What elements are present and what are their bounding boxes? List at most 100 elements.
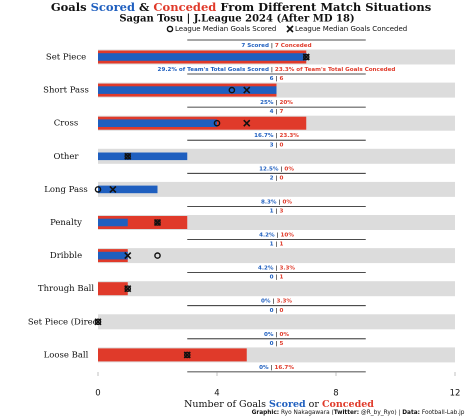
subtitle: Sagan Tosu | J.League 2024 (After MD 18) [119,14,354,25]
separator: | [274,175,280,181]
scored-count: 0 [270,340,274,346]
separator: | [274,265,280,271]
scored-count: 0 [270,274,274,280]
median-marker [124,252,132,260]
bar-scored [98,152,188,161]
share-label: 29.2% of Team's Total Goals Scored | 23.… [158,67,396,73]
scored-share: 0% [261,298,271,304]
median-marker [154,219,161,226]
scored-count: 4 [270,109,274,115]
scored-share: 0% [259,364,269,370]
category-label: Long Pass [44,185,88,195]
separator: | [275,232,281,238]
median-marker [124,285,132,293]
share-label: 4.2% | 10% [259,232,294,238]
title-part: Goals [51,0,91,14]
scored-share: 8.3% [261,199,277,205]
category-label: Set Piece (Direct) [28,316,104,327]
separator: | [274,274,280,280]
count-label: 2 | 0 [270,175,284,181]
median-marker [109,185,117,193]
conceded-share: 10% [281,232,295,238]
conceded-count: 0 [279,142,283,148]
bar-scored [98,53,307,61]
category-label: Set Piece [46,53,86,63]
conceded-count: 0 [279,175,283,181]
conceded-share: 20% [279,100,293,106]
scored-share: 29.2% of Team's Total Goals Scored [158,67,269,73]
bar-conceded [98,348,247,362]
category-label: Penalty [50,218,82,228]
median-marker [154,252,161,259]
axis-title-part: Scored [269,399,306,410]
bar-scored [98,218,128,227]
conceded-count: 0 [279,307,283,313]
background-bar [98,181,455,197]
legend-label: League Median Goals Scored [175,25,276,33]
category-label: Other [54,152,80,162]
separator: | [274,307,280,313]
median-marker [228,86,236,94]
x-tick-label: 12 [450,389,461,399]
scored-count: 0 [270,307,274,313]
category-label: Through Ball [38,284,94,294]
x-tick-label: 8 [333,389,338,399]
separator: | [271,298,277,304]
footer-part: Ryo Nakagawara ( [279,410,334,416]
separator: | [274,241,280,247]
x-axis-title: Number of Goals Scored or Conceded [169,399,383,410]
conceded-share: 16.7% [275,364,295,370]
axis-title-part: Conceded [322,399,374,410]
separator: | [274,133,280,139]
conceded-count: 5 [279,340,283,346]
median-marker [124,152,132,160]
scored-share: 16.7% [254,133,274,139]
median-marker [302,53,310,61]
category-label: Loose Ball [44,350,89,360]
median-marker [243,119,251,127]
scored-count: 1 [270,208,274,214]
conceded-share: 3.3% [279,265,295,271]
background-bar [98,248,455,264]
share-label: 0% | 16.7% [259,364,294,370]
median-marker [124,152,132,160]
separator: | [277,199,283,205]
median-marker [302,53,310,61]
axis-title-part: or [306,399,322,410]
bar-scored [98,251,128,260]
median-marker [183,351,191,359]
median-marker [124,285,132,293]
scored-count: 6 [270,76,274,82]
share-label: 8.3% | 0% [261,199,292,205]
background-bar [98,314,455,330]
share-label: 25% | 20% [260,100,293,106]
median-marker [153,218,162,227]
bar-scored [98,185,158,194]
axis-title-part: Number of Goals [184,399,269,410]
share-label: 0% | 0% [264,331,289,337]
scored-count: 3 [270,142,274,148]
count-label: 0 | 1 [270,274,284,280]
median-marker [94,318,102,326]
count-label: 6 | 6 [270,76,284,82]
footer-part: Data: [402,410,420,416]
share-label: 4.2% | 3.3% [258,265,295,271]
count-label: 1 | 1 [270,241,284,247]
category-label: Short Pass [43,86,89,96]
bar-scored [98,86,277,94]
title-part: & [135,0,153,14]
footer-part: Twitter: [334,410,359,416]
scored-count: 1 [270,241,274,247]
share-label: 16.7% | 23.3% [254,133,299,139]
conceded-count: 6 [279,76,283,82]
footer-part: Football-Lab.jp [420,410,465,416]
conceded-count: 7 Conceded [275,43,312,49]
title-part: From Different Match Situations [216,0,431,14]
bar-conceded [98,282,128,296]
separator: | [274,340,280,346]
conceded-share: 0% [282,199,292,205]
median-marker [213,119,221,127]
conceded-count: 3 [279,208,283,214]
separator: | [274,331,280,337]
median-marker [94,318,102,326]
